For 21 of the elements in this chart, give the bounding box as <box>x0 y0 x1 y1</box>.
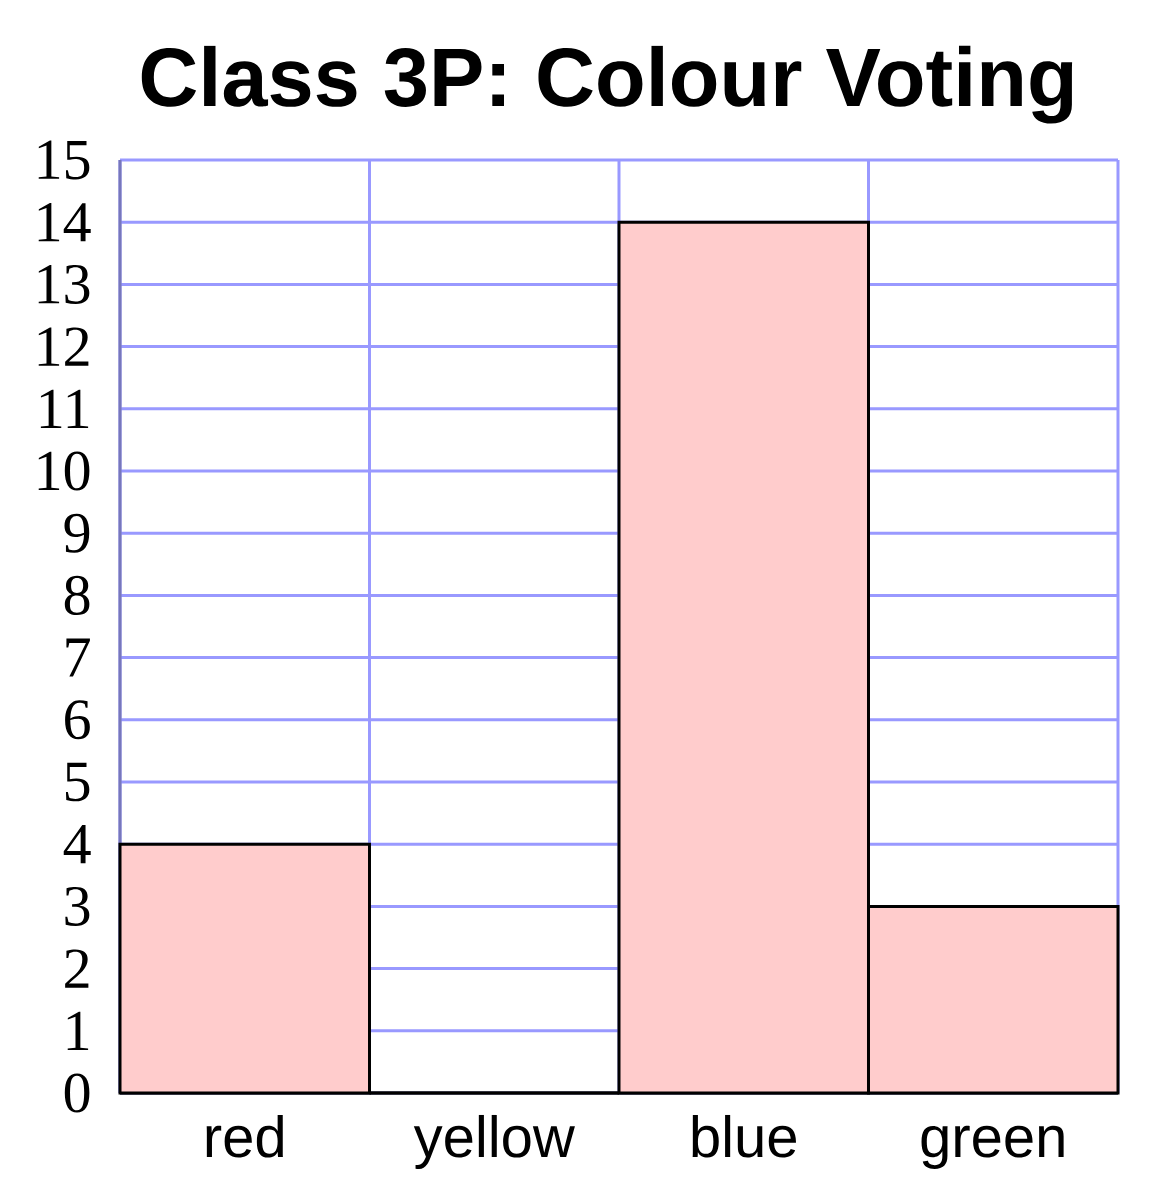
y-tick-label: 14 <box>38 203 91 242</box>
y-tick-label: 13 <box>38 264 90 304</box>
x-tick-label: blue <box>692 1114 796 1158</box>
x-tick-label: yellow <box>413 1114 575 1170</box>
y-tick-label: 6 <box>65 700 90 740</box>
x-tick-label: red <box>206 1114 283 1158</box>
y-tick-label: 10 <box>38 451 90 491</box>
chart-title: Class 3P: Colour Voting <box>141 45 1073 124</box>
y-tick-label: 8 <box>64 575 90 615</box>
y-tick-label: 12 <box>38 327 89 366</box>
y-tick-label: 3 <box>65 886 90 926</box>
y-tick-label: 2 <box>65 949 89 988</box>
y-tick-label: 1 <box>67 1011 89 1050</box>
y-tick-label: 4 <box>63 825 91 864</box>
y-tick-label: 15 <box>38 140 90 180</box>
y-tick-label: 11 <box>40 389 89 428</box>
y-tick-label: 9 <box>64 513 90 553</box>
y-tick-label: 7 <box>66 638 90 677</box>
y-tick-label: 0 <box>64 1073 90 1113</box>
x-tick-label: green <box>921 1125 1064 1170</box>
y-tick-label: 5 <box>65 762 90 802</box>
